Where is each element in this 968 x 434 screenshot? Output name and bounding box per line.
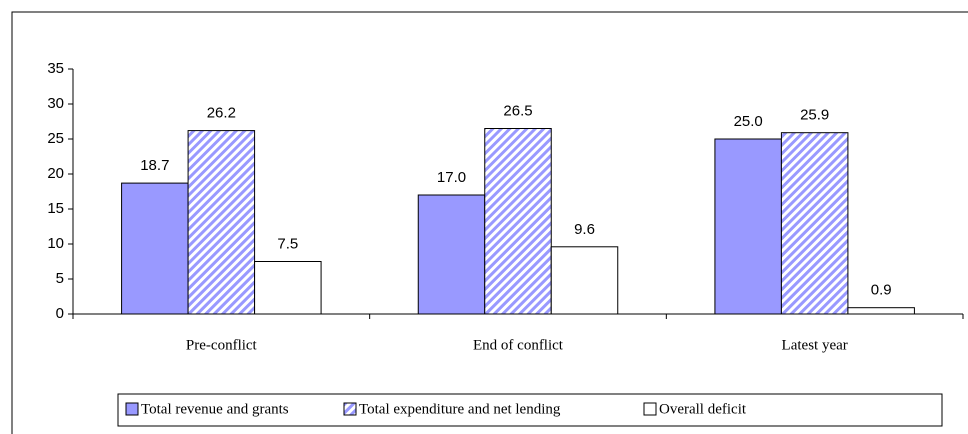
y-tick-label: 25 [47, 130, 64, 147]
y-tick-label: 5 [56, 270, 64, 287]
y-tick-label: 30 [47, 95, 64, 112]
value-label: 0.9 [871, 282, 892, 299]
legend-swatch [643, 402, 657, 416]
value-label: 25.9 [800, 107, 829, 124]
x-tick-label: End of conflict [473, 337, 564, 353]
legend-swatch [343, 402, 357, 416]
legend-box [117, 393, 943, 427]
value-label: 18.7 [140, 157, 169, 174]
value-label: 17.0 [437, 169, 466, 186]
x-tick-label: Pre-conflict [186, 337, 258, 353]
bar [847, 307, 915, 315]
value-label: 26.2 [207, 105, 236, 122]
value-label: 7.5 [277, 235, 298, 252]
value-label: 25.0 [734, 113, 763, 130]
value-label: 26.5 [503, 102, 532, 119]
value-label: 9.6 [574, 221, 595, 238]
legend-label: Total revenue and grants [141, 401, 289, 417]
y-tick-label: 20 [47, 165, 64, 182]
bar [714, 138, 782, 315]
bar [417, 194, 486, 315]
y-tick-label: 35 [47, 60, 64, 77]
bar [484, 128, 552, 315]
y-tick-label: 15 [47, 200, 64, 217]
y-tick-label: 10 [47, 235, 64, 252]
bar [121, 182, 189, 315]
legend-swatch [125, 402, 139, 416]
bar [254, 261, 322, 315]
chart-frame [11, 11, 968, 434]
y-tick-label: 0 [56, 305, 64, 322]
bar [187, 130, 256, 315]
x-tick-label: Latest year [782, 337, 848, 353]
legend-label: Total expenditure and net lending [359, 401, 561, 417]
bar [780, 132, 849, 315]
legend-label: Overall deficit [659, 401, 747, 417]
bar [550, 246, 619, 315]
